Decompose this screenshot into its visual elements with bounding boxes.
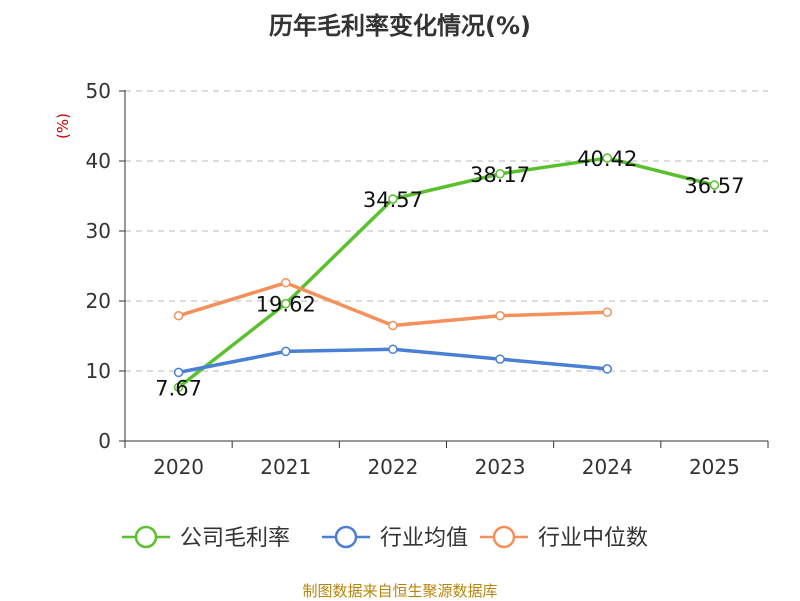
y-tick-label: 40	[86, 149, 111, 173]
data-point	[709, 180, 720, 190]
data-point	[602, 153, 612, 163]
data-point	[495, 310, 505, 321]
legend-marker	[334, 525, 358, 549]
chart-title: 历年毛利率变化情况(%)	[269, 12, 531, 40]
legend-label: 公司毛利率	[180, 526, 290, 551]
y-tick-label: 0	[98, 429, 111, 453]
x-tick-label: 2022	[367, 455, 418, 479]
legend-label: 行业均值	[380, 526, 468, 551]
data-point	[602, 364, 612, 374]
x-ticks: 2020 2021 2022 2023 2024 2025	[124, 441, 769, 479]
y-tick-label: 20	[86, 289, 111, 313]
data-labels: 7.67 19.62 34.57 38.17 40.42 36.57	[155, 147, 744, 400]
data-label: 40.42	[577, 147, 637, 171]
legend-marker	[134, 525, 158, 549]
data-label: 36.57	[684, 174, 744, 198]
y-ticks: 0 10 20 30 40 50	[86, 79, 125, 453]
data-point	[173, 367, 184, 378]
y-tick-label: 50	[86, 79, 111, 103]
data-point	[281, 346, 291, 357]
series-line	[177, 156, 715, 389]
y-tick-label: 10	[86, 359, 111, 383]
x-tick-label: 2023	[475, 455, 526, 479]
data-point	[281, 298, 291, 309]
source-note: 制图数据来自恒生聚源数据库	[302, 582, 498, 600]
data-point	[388, 344, 398, 355]
legend-marker	[492, 525, 516, 549]
y-tick-label: 30	[86, 219, 111, 243]
data-label: 38.17	[470, 163, 530, 187]
series-lines	[173, 153, 720, 393]
legend: 公司毛利率 行业均值 行业中位数	[122, 525, 648, 551]
data-point	[495, 354, 505, 364]
x-tick-label: 2024	[582, 455, 633, 479]
y-axis-label: (%)	[54, 113, 72, 139]
legend-label: 行业中位数	[538, 526, 648, 551]
data-label: 34.57	[363, 188, 423, 212]
x-tick-label: 2021	[260, 455, 311, 479]
data-label: 19.62	[256, 293, 316, 317]
gridlines	[125, 90, 768, 372]
data-label: 7.67	[155, 376, 202, 400]
x-tick-label: 2025	[689, 455, 740, 479]
data-point	[281, 278, 291, 288]
series-line	[178, 281, 608, 328]
data-point	[602, 307, 612, 317]
data-point	[388, 320, 398, 331]
data-point	[173, 382, 184, 393]
data-point	[495, 169, 505, 179]
data-point	[173, 310, 184, 321]
x-tick-label: 2020	[153, 455, 204, 479]
data-point	[388, 194, 398, 204]
